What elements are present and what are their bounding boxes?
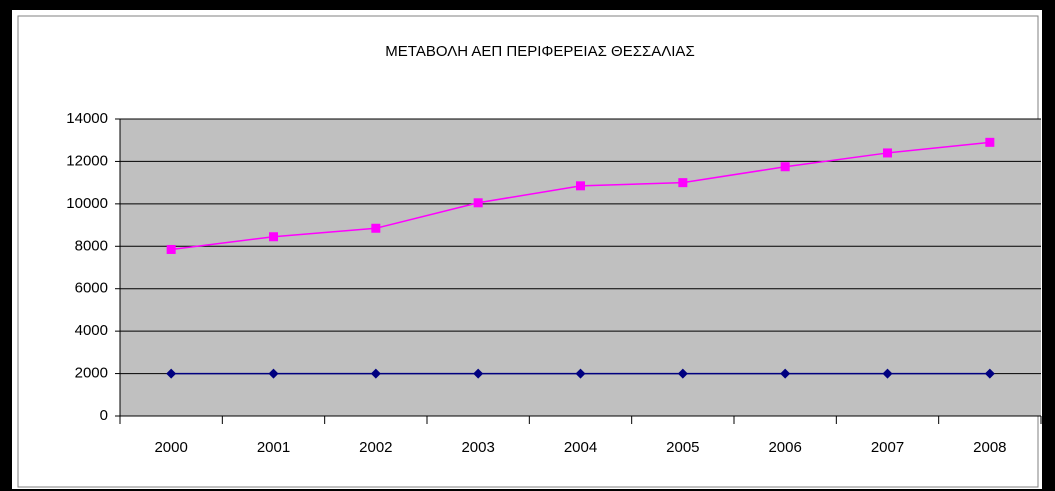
y-tick-label: 2000: [75, 365, 108, 382]
marker: [984, 368, 995, 379]
y-tick-label: 14000: [66, 110, 108, 127]
x-tick-label: 2001: [257, 439, 290, 456]
marker: [166, 244, 176, 254]
y-tick-label: 6000: [75, 280, 108, 297]
marker: [473, 198, 483, 208]
y-tick-label: 10000: [66, 195, 108, 212]
marker: [370, 368, 381, 379]
marker: [883, 148, 892, 158]
marker: [780, 162, 790, 172]
marker: [268, 368, 279, 379]
y-tick-label: 8000: [75, 237, 108, 254]
marker: [678, 178, 688, 188]
marker: [985, 137, 995, 147]
marker: [882, 368, 893, 379]
marker: [575, 368, 586, 379]
chart-title: ΜΕΤΑΒΟΛΗ ΑΕΠ ΠΕΡΙΦΕΡΕΙΑΣ ΘΕΣΣΑΛΙΑΣ: [385, 43, 694, 60]
x-tick-label: 2007: [871, 439, 904, 456]
marker: [780, 368, 791, 379]
plot-area: [120, 119, 1041, 416]
x-tick-label: 2006: [768, 439, 801, 456]
x-tick-label: 2000: [154, 439, 187, 456]
marker: [677, 368, 688, 379]
x-tick-label: 2003: [461, 439, 494, 456]
marker: [269, 232, 278, 242]
y-tick-label: 4000: [75, 322, 108, 339]
x-tick-label: 2008: [973, 439, 1006, 456]
marker: [166, 368, 177, 379]
marker: [576, 181, 585, 191]
marker: [473, 368, 484, 379]
x-tick-label: 2002: [359, 439, 392, 456]
y-tick-label: 12000: [66, 152, 108, 169]
x-tick-label: 2005: [666, 439, 699, 456]
y-tick-label: 0: [100, 407, 108, 424]
marker: [371, 223, 381, 233]
x-tick-label: 2004: [564, 439, 597, 456]
